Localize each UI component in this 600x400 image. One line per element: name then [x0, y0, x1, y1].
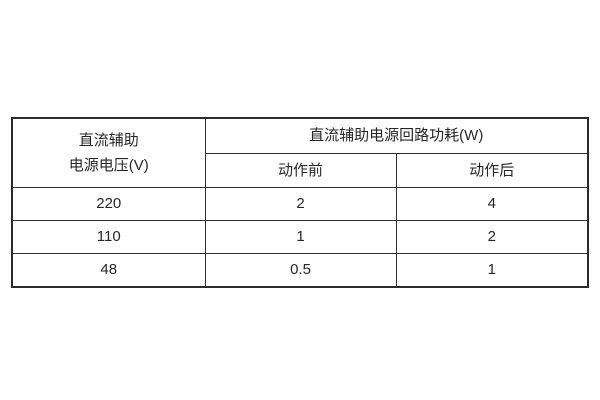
table-header-row-group: 直流辅助 电源电压(V) 直流辅助电源回路功耗(W) [11, 117, 589, 188]
cell-before-action: 2 [204, 187, 397, 221]
header-cell-before-action: 动作前 [204, 153, 397, 188]
cell-voltage: 110 [11, 220, 206, 254]
cell-voltage: 220 [11, 187, 206, 221]
cell-before-action: 1 [204, 220, 397, 254]
cell-before-action: 0.5 [204, 253, 397, 288]
dc-auxiliary-power-table: 直流辅助 电源电压(V) 直流辅助电源回路功耗(W) 动作前 动作后 220 2… [11, 117, 589, 288]
cell-after-action: 4 [395, 187, 589, 221]
table-row: 48 0.5 1 [11, 253, 589, 288]
header-cell-voltage: 直流辅助 电源电压(V) [11, 117, 206, 188]
cell-after-action: 1 [395, 253, 589, 288]
header-voltage-line1: 直流辅助 [78, 131, 139, 149]
cell-after-action: 2 [395, 220, 589, 254]
spec-table-container: 直流辅助 电源电压(V) 直流辅助电源回路功耗(W) 动作前 动作后 220 2… [11, 117, 589, 288]
header-cell-after-action: 动作后 [395, 153, 589, 188]
cell-voltage: 48 [11, 253, 206, 288]
table-header-row-sub: 动作前 动作后 [12, 153, 589, 188]
table-row: 220 2 4 [11, 187, 589, 221]
table-row: 110 1 2 [11, 220, 589, 254]
header-voltage-line2: 电源电压(V) [68, 156, 149, 174]
header-cell-power-group: 直流辅助电源回路功耗(W) [204, 117, 589, 154]
